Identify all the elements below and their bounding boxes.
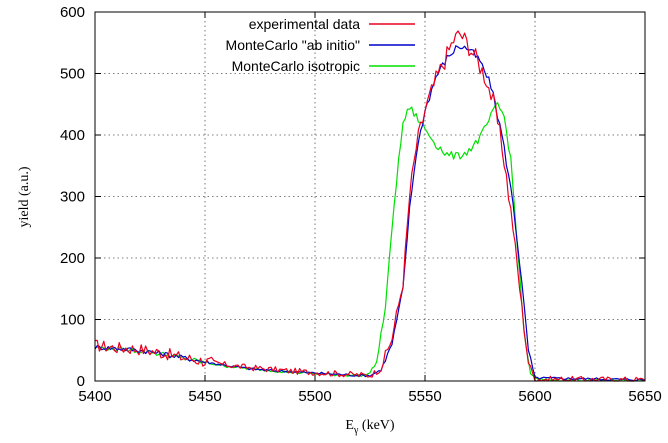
- x-tick-label: 5500: [298, 388, 331, 405]
- x-axis-title-main: E: [345, 418, 354, 433]
- series-line-0: [94, 30, 646, 382]
- y-axis-title: yield (a.u.): [17, 166, 32, 227]
- y-tick-label: 500: [60, 66, 85, 83]
- y-tick-label: 600: [60, 4, 85, 21]
- grid: [95, 12, 645, 381]
- x-tick-label: 5550: [408, 388, 441, 405]
- x-tick-label: 5450: [188, 388, 221, 405]
- x-tick-label: 5650: [628, 388, 661, 405]
- legend-label-ab-initio: MonteCarlo "ab initio": [226, 37, 360, 53]
- legend-label-isotropic: MonteCarlo isotropic: [232, 58, 360, 74]
- x-axis-title: Eγ (keV): [345, 418, 394, 436]
- y-tick-label: 300: [60, 189, 85, 206]
- y-tick-label: 200: [60, 250, 85, 267]
- series-line-2: [94, 102, 646, 382]
- series-line-1: [94, 45, 646, 382]
- legend: experimental data MonteCarlo "ab initio"…: [226, 16, 415, 74]
- y-tick-label: 400: [60, 127, 85, 144]
- y-tick-label: 100: [60, 312, 85, 329]
- legend-label-experimental: experimental data: [249, 16, 361, 32]
- x-tick-label: 5600: [518, 388, 551, 405]
- x-tick-label: 5400: [78, 388, 111, 405]
- x-axis-title-subscript: γ: [353, 425, 359, 436]
- x-axis-title-unit: (keV): [358, 418, 394, 433]
- y-tick-label: 0: [77, 373, 85, 390]
- axes: 5400 5450 5500 5550 5600 5650 0 100 200 300 400 500…: [60, 4, 662, 405]
- plot-area: [94, 30, 646, 382]
